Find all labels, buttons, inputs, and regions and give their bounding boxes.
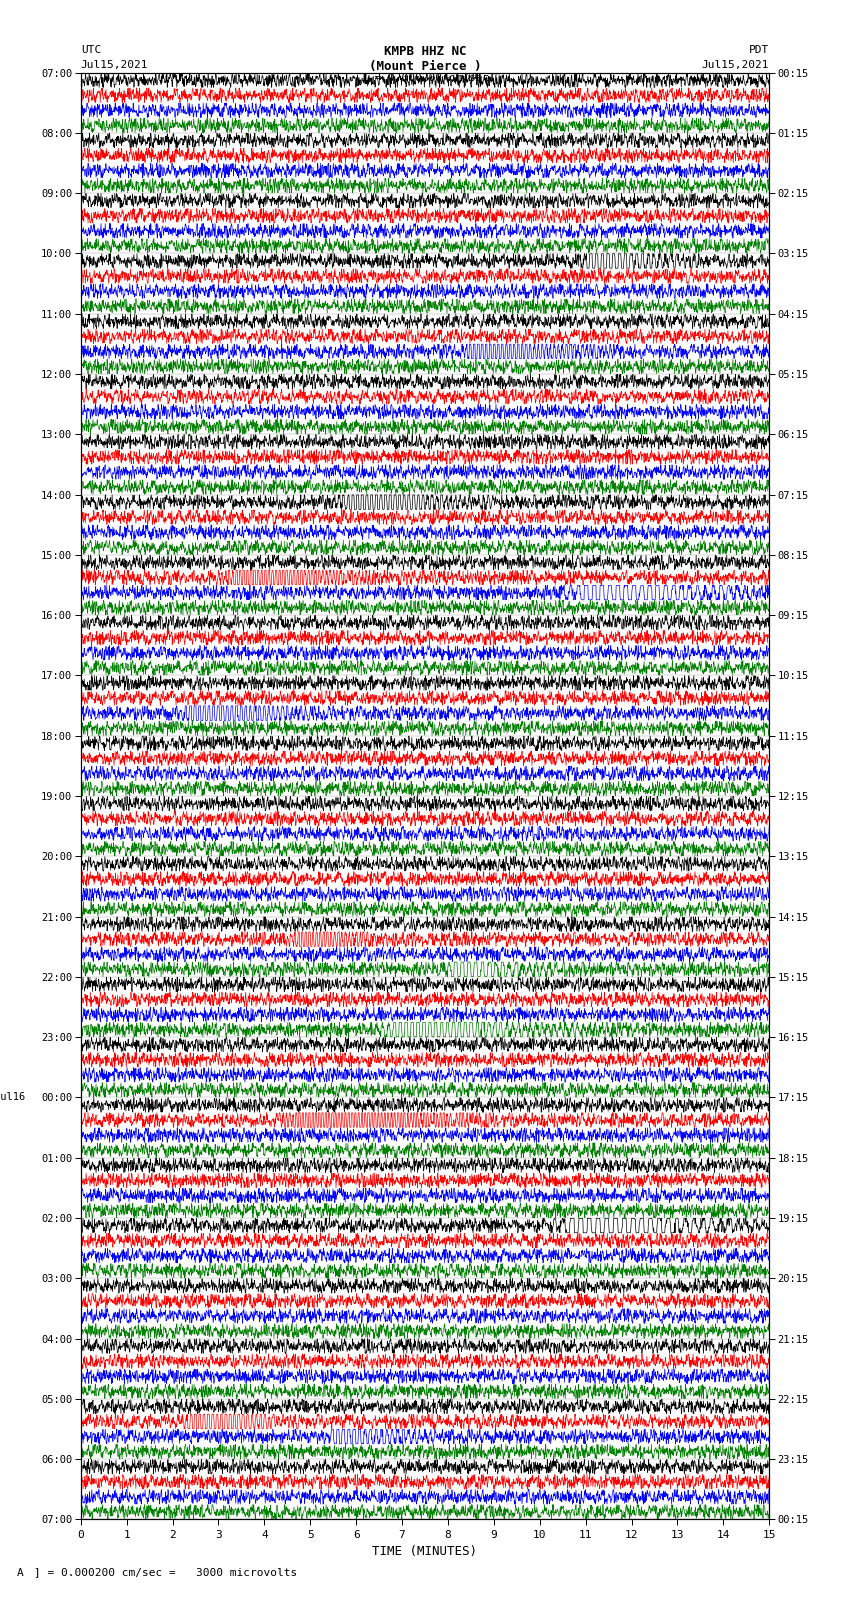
Text: PDT: PDT (749, 45, 769, 55)
Text: A: A (17, 1568, 24, 1578)
Text: ] = 0.000200 cm/sec =   3000 microvolts: ] = 0.000200 cm/sec = 3000 microvolts (34, 1568, 298, 1578)
Text: (Mount Pierce ): (Mount Pierce ) (369, 60, 481, 73)
Text: KMPB HHZ NC: KMPB HHZ NC (383, 45, 467, 58)
X-axis label: TIME (MINUTES): TIME (MINUTES) (372, 1545, 478, 1558)
Text: UTC: UTC (81, 45, 101, 55)
Text: Jul15,2021: Jul15,2021 (81, 60, 148, 69)
Text: Jul15,2021: Jul15,2021 (702, 60, 769, 69)
Text: Jul16: Jul16 (0, 1092, 26, 1102)
Text: I = 0.000200 cm/sec: I = 0.000200 cm/sec (361, 73, 489, 82)
